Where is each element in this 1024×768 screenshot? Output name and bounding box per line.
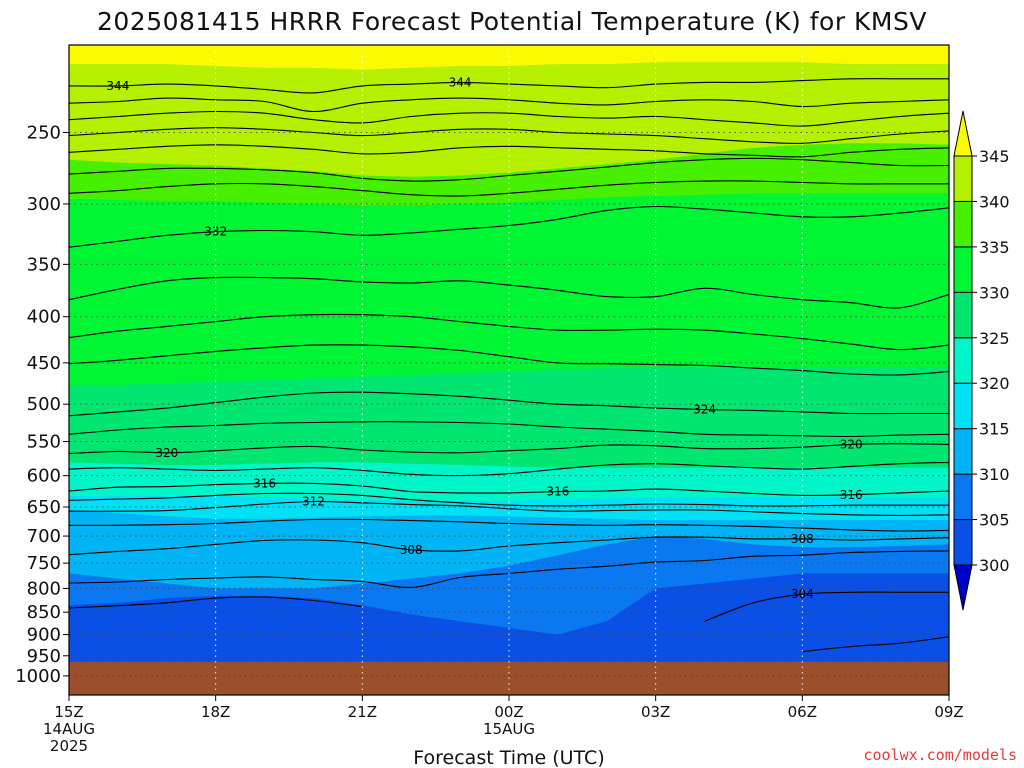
contour-302 bbox=[69, 596, 363, 609]
colorbar-bin-335 bbox=[953, 200, 973, 248]
y-tick-label: 250 bbox=[27, 122, 61, 143]
x-tick-label: 2025 bbox=[50, 737, 88, 755]
grid-lines bbox=[69, 45, 949, 695]
y-tick-label: 300 bbox=[27, 194, 61, 215]
chart-title: 2025081415 HRRR Forecast Potential Tempe… bbox=[97, 7, 927, 36]
y-tick-label: 800 bbox=[27, 578, 61, 599]
colorbar-bin-305 bbox=[953, 473, 973, 521]
y-tick-label: 500 bbox=[27, 394, 61, 415]
contour-304 bbox=[704, 591, 949, 622]
colorbar-tick-label: 300 bbox=[979, 556, 1010, 575]
colorbar-high-arrow bbox=[953, 110, 973, 157]
colorbar-bin-300 bbox=[953, 519, 973, 566]
y-tick-label: 850 bbox=[27, 602, 61, 623]
x-tick-label: 03Z bbox=[641, 703, 670, 721]
y-tick-label: 400 bbox=[27, 307, 61, 328]
contour-label: 344 bbox=[106, 79, 129, 93]
y-tick-label: 550 bbox=[27, 432, 61, 453]
y-tick-label: 750 bbox=[27, 553, 61, 574]
contour-label: 344 bbox=[449, 75, 472, 89]
contour-label: 320 bbox=[155, 446, 178, 460]
x-tick-label: 15AUG bbox=[483, 720, 535, 738]
x-tick-label: 21Z bbox=[348, 703, 377, 721]
colorbar-bin-315 bbox=[953, 382, 973, 430]
y-tick-label: 450 bbox=[27, 353, 61, 374]
colorbar-tick-label: 310 bbox=[979, 465, 1010, 484]
y-tick-label: 700 bbox=[27, 526, 61, 547]
contour-label: 316 bbox=[253, 476, 276, 490]
x-tick-label: 18Z bbox=[201, 703, 230, 721]
colorbar-bin-330 bbox=[953, 246, 973, 293]
x-tick-label: 09Z bbox=[934, 703, 963, 721]
contour-331 bbox=[69, 276, 949, 309]
colorbar-bin-320 bbox=[953, 337, 973, 384]
contour-label: 316 bbox=[840, 488, 863, 502]
contour-label: 316 bbox=[546, 485, 569, 499]
contour-301 bbox=[802, 636, 949, 653]
x-tick-label: 06Z bbox=[788, 703, 817, 721]
colorbar: 300 305 310 315 320 325 330 335 340 345 bbox=[953, 110, 1010, 611]
colorbar-bin-340 bbox=[953, 155, 973, 202]
x-tick-label: 14AUG bbox=[43, 720, 95, 738]
contour-label: 320 bbox=[840, 437, 863, 451]
x-tick-label: 15Z bbox=[54, 703, 83, 721]
y-tick-label: 600 bbox=[27, 466, 61, 487]
colorbar-bin-325 bbox=[953, 291, 973, 339]
y-tick-label: 650 bbox=[27, 497, 61, 518]
contour-label: 304 bbox=[791, 587, 814, 601]
contour-label: 308 bbox=[791, 532, 814, 546]
colorbar-tick-label: 335 bbox=[979, 238, 1010, 257]
contour-label: 308 bbox=[400, 543, 423, 557]
x-axis-label: Forecast Time (UTC) bbox=[413, 747, 604, 768]
contour-334 bbox=[69, 157, 949, 182]
contour-label: 324 bbox=[693, 403, 716, 417]
y-tick-label: 1000 bbox=[15, 666, 61, 687]
credit-text: coolwx.com/models bbox=[863, 746, 1017, 764]
colorbar-tick-label: 305 bbox=[979, 511, 1010, 530]
y-tick-label: 900 bbox=[27, 625, 61, 646]
y-tick-label: 350 bbox=[27, 254, 61, 275]
colorbar-low-arrow bbox=[953, 564, 973, 611]
y-axis: 2503003504004505005506006507007508008509… bbox=[15, 122, 69, 687]
x-tick-label: 00Z bbox=[494, 703, 523, 721]
contour-label: 332 bbox=[204, 225, 227, 239]
colorbar-tick-label: 330 bbox=[979, 283, 1010, 302]
colorbar-tick-label: 325 bbox=[979, 329, 1010, 348]
contour-316 bbox=[69, 482, 949, 496]
colorbar-tick-label: 315 bbox=[979, 420, 1010, 439]
colorbar-bin-310 bbox=[953, 428, 973, 475]
colorbar-tick-label: 340 bbox=[979, 192, 1010, 211]
contour-314 bbox=[69, 492, 949, 507]
y-tick-label: 950 bbox=[27, 646, 61, 667]
colorbar-tick-label: 320 bbox=[979, 374, 1010, 393]
contour-label: 312 bbox=[302, 495, 325, 509]
colorbar-tick-label: 345 bbox=[979, 147, 1010, 166]
